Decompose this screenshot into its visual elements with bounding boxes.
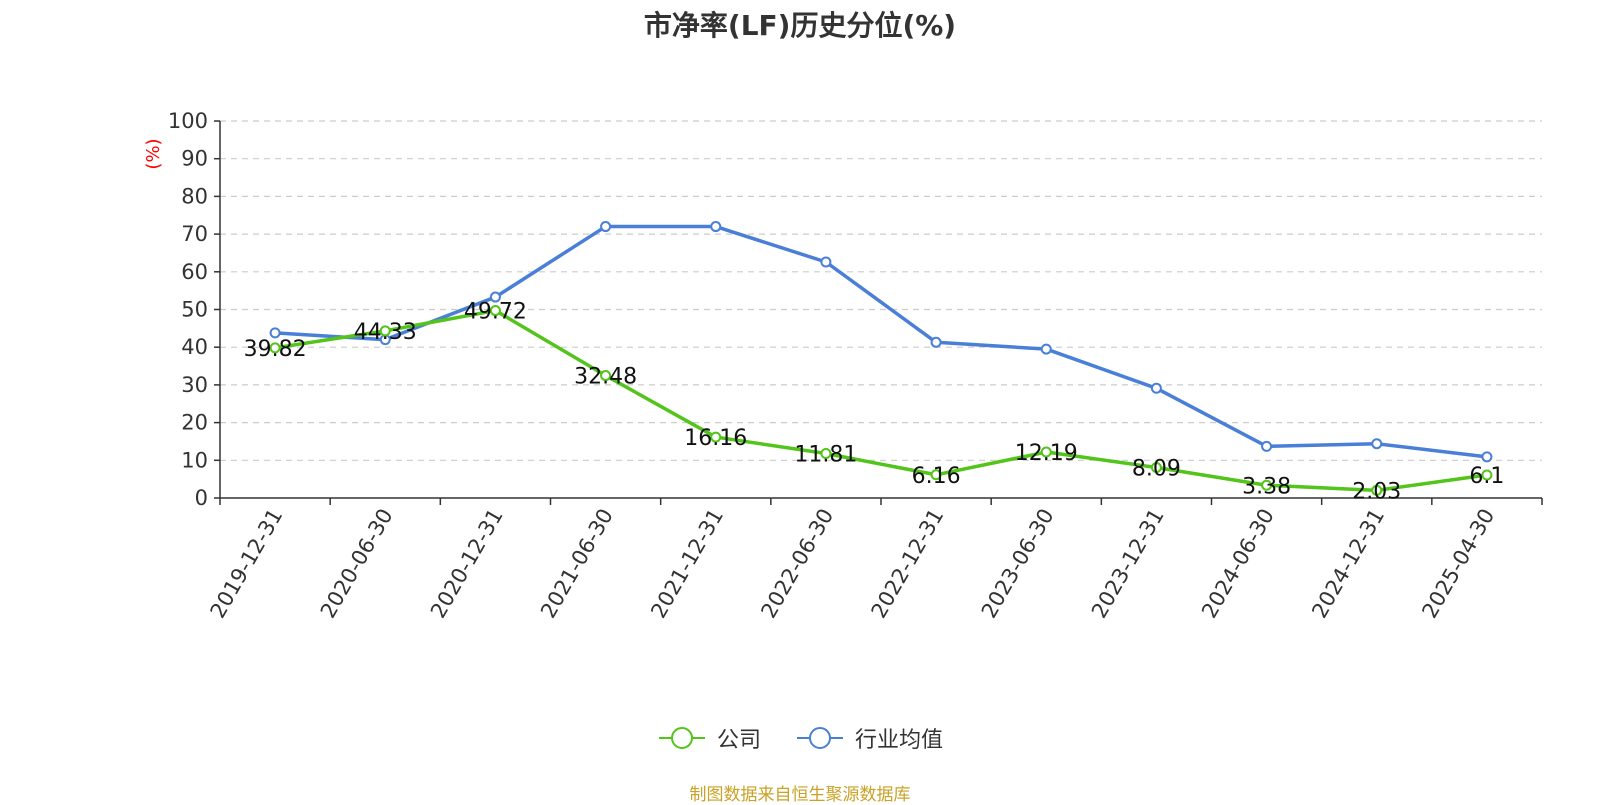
data-point [930, 336, 942, 348]
legend: 公司 行业均值 [0, 722, 1600, 754]
y-tick-label: 10 [181, 448, 208, 472]
data-label: 12.19 [1015, 441, 1078, 466]
y-tick-label: 70 [181, 222, 208, 246]
legend-label: 行业均值 [855, 728, 944, 753]
x-tick-label: 2024-06-30 [1197, 505, 1279, 623]
data-point [1261, 440, 1273, 452]
y-tick-label: 60 [181, 260, 208, 284]
x-tick-label: 2019-12-31 [206, 505, 288, 623]
data-point [1040, 343, 1052, 355]
data-point [1150, 462, 1162, 474]
data-point [600, 221, 612, 233]
legend-item-industry-average[interactable]: 行业均值 [795, 722, 943, 754]
y-tick-label: 80 [181, 184, 208, 208]
data-label: 6.16 [912, 464, 961, 489]
data-point [269, 342, 281, 354]
y-tick-label: 40 [181, 335, 208, 359]
data-label: 3.38 [1242, 474, 1291, 499]
data-label: 49.72 [464, 300, 527, 325]
legend-label: 公司 [716, 728, 761, 753]
data-point [710, 431, 722, 443]
data-point [1261, 479, 1273, 491]
data-point [1040, 446, 1052, 458]
x-tick-label: 2023-06-30 [977, 505, 1059, 623]
legend-item-company[interactable]: 公司 [657, 722, 761, 754]
data-point [600, 370, 612, 382]
data-point [820, 256, 832, 268]
x-tick-label: 2021-06-30 [536, 505, 618, 623]
data-point [710, 221, 722, 233]
axes: 0 10 20 30 40 50 60 70 80 90 100 2019-12-31 2020-06-… [168, 109, 1543, 623]
data-point [820, 447, 832, 459]
y-tick-label: 0 [195, 486, 208, 510]
data-point [379, 325, 391, 337]
y-tick-label: 20 [181, 411, 208, 435]
x-tick-label: 2020-06-30 [316, 505, 398, 623]
y-tick-label: 50 [181, 298, 208, 322]
chart-title: 市净率(LF)历史分位(%) [643, 9, 957, 42]
data-label: 11.81 [794, 442, 857, 467]
data-label: 44.33 [354, 320, 417, 345]
data-point [1481, 469, 1493, 481]
data-labels: 39.82 44.33 49.72 32.48 16.16 11.81 6.16 12.19 8… [244, 300, 1505, 505]
data-label: 39.82 [244, 337, 307, 362]
y-tick-label: 30 [181, 373, 208, 397]
data-point [1371, 438, 1383, 450]
legend-circle [809, 727, 831, 749]
legend-circle [670, 727, 693, 749]
legend-marker-icon [797, 727, 843, 749]
y-tick-label: 100 [168, 109, 208, 133]
data-point [489, 291, 501, 303]
x-tick-label: 2020-12-31 [426, 505, 508, 623]
data-label: 16.16 [684, 426, 747, 451]
y-tick-label: 90 [181, 147, 208, 171]
x-tick-label: 2023-12-31 [1087, 505, 1169, 623]
source-note: 制图数据来自恒生聚源数据库 [689, 785, 911, 805]
x-tick-label: 2024-12-31 [1307, 505, 1389, 623]
x-tick-label: 2022-06-30 [756, 505, 838, 623]
data-point [1150, 382, 1162, 394]
data-point [1481, 451, 1493, 463]
data-point [930, 469, 942, 481]
data-point [489, 305, 501, 317]
x-tick-label: 2025-04-30 [1417, 505, 1499, 623]
series [269, 221, 1493, 496]
data-label: 32.48 [574, 365, 637, 390]
series-line-company [273, 308, 1489, 493]
data-label: 6.1 [1469, 464, 1504, 489]
data-point [1371, 484, 1383, 496]
data-point [269, 327, 281, 339]
x-tick-label: 2022-12-31 [867, 505, 949, 623]
data-label: 2.03 [1352, 479, 1401, 504]
legend-marker-icon [658, 727, 705, 749]
y-axis-label: (%) [143, 138, 164, 169]
series-line-industry-average [273, 224, 1489, 459]
x-tick-label: 2021-12-31 [646, 505, 728, 623]
grid-lines [220, 120, 1542, 461]
data-label: 8.09 [1132, 457, 1181, 482]
